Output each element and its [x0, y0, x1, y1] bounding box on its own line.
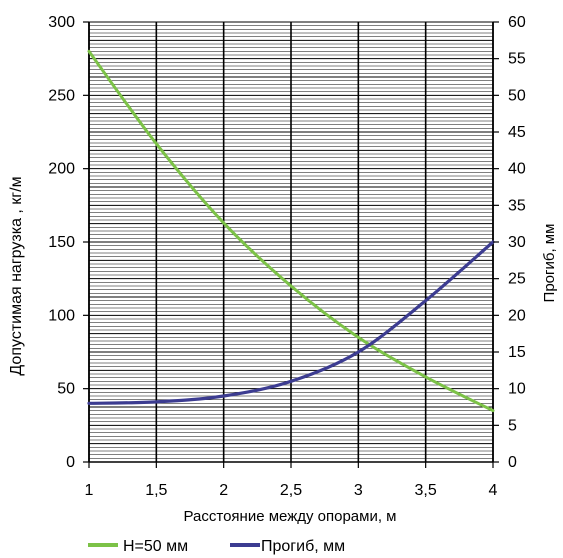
series-line-h50	[87, 49, 495, 413]
series-line-deflection	[87, 240, 495, 405]
series-lines	[87, 49, 495, 413]
y2-tick-label: 50	[508, 87, 526, 104]
y2-tick-label: 15	[508, 344, 526, 361]
y2-tick-label: 10	[508, 381, 526, 398]
y2-tick-label: 30	[508, 234, 526, 251]
x-tick-label: 4	[489, 482, 498, 499]
y-tick-label: 300	[48, 14, 75, 31]
x-axis-label: Расстояние между опорами, м	[184, 508, 397, 525]
y2-axis-label: Прогиб, мм	[541, 224, 558, 303]
y-tick-label: 50	[57, 381, 75, 398]
legend-label-deflection: Прогиб, мм	[261, 538, 345, 555]
y-tick-label: 200	[48, 161, 75, 178]
x-tick-label: 2	[219, 482, 228, 499]
y2-tick-label: 45	[508, 124, 526, 141]
y2-tick-label: 25	[508, 271, 526, 288]
grid	[88, 21, 494, 463]
x-tick-label: 1	[85, 482, 94, 499]
y2-tick-label: 20	[508, 307, 526, 324]
y2-tick-label: 55	[508, 51, 526, 68]
x-tick-label: 3	[354, 482, 363, 499]
legend-label-h50: H=50 мм	[123, 538, 188, 555]
y2-tick-label: 40	[508, 161, 526, 178]
y2-tick-labels: 0 5 10 15 20 25 30 35 40 45 50 55 60	[493, 14, 526, 471]
y-tick-label: 0	[66, 454, 75, 471]
legend: H=50 мм Прогиб, мм	[88, 538, 345, 555]
x-tick-label: 1,5	[145, 482, 167, 499]
y-tick-label: 100	[48, 307, 75, 324]
y-tick-label: 250	[48, 87, 75, 104]
x-tick-label: 2,5	[280, 482, 302, 499]
y2-tick-label: 35	[508, 197, 526, 214]
y-tick-labels: 0 50 100 150 200 250 300	[48, 14, 89, 471]
y-axis-label: Допустимая нагрузка , кг/м	[8, 176, 25, 375]
x-tick-labels: 1 1,5 2 2,5 3 3,5 4	[85, 462, 498, 499]
x-tick-label: 3,5	[415, 482, 437, 499]
y-tick-label: 150	[48, 234, 75, 251]
y2-tick-label: 60	[508, 14, 526, 31]
y2-tick-label: 0	[508, 454, 517, 471]
y2-tick-label: 5	[508, 417, 517, 434]
